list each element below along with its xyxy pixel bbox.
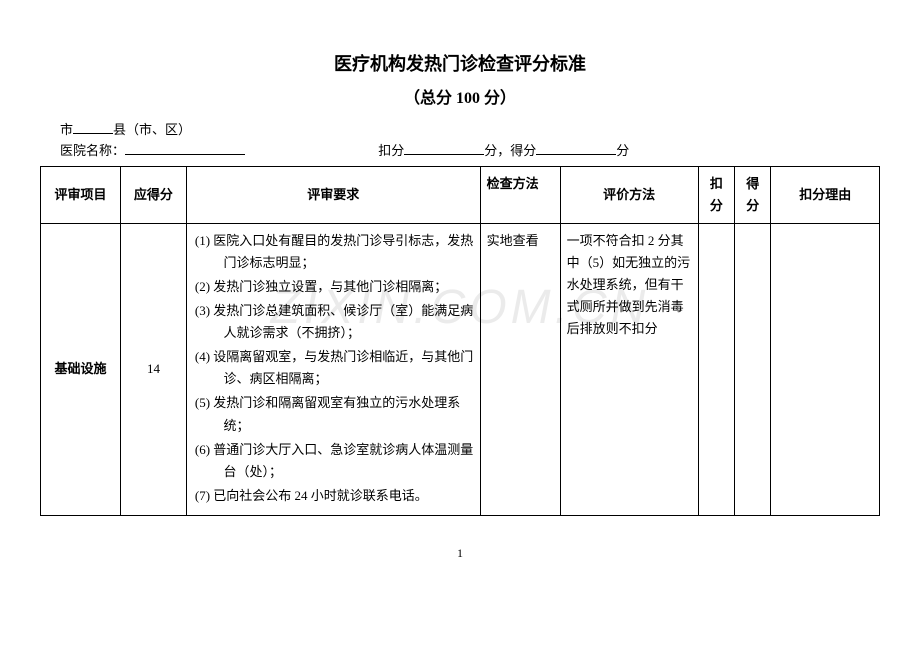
req-item: 医院入口处有醒目的发热门诊导引标志，发热门诊标志明显； [195, 230, 474, 274]
header-line-2: 医院名称： 扣分 分，得分 分 [60, 141, 880, 162]
scoring-table: 评审项目 应得分 评审要求 检查方法 评价方法 扣分 得分 扣分理由 基础设施 … [40, 166, 880, 516]
blank-hospital [125, 141, 245, 155]
col-header-deduct: 扣分 [698, 166, 734, 223]
cell-score: 14 [121, 223, 187, 515]
col-header-method: 检查方法 [480, 166, 560, 223]
cell-got [735, 223, 771, 515]
req-item: 普通门诊大厅入口、急诊室就诊病人体温测量台（处）； [195, 439, 474, 483]
cell-method: 实地查看 [480, 223, 560, 515]
unit-label: 分 [616, 143, 629, 158]
table-header-row: 评审项目 应得分 评审要求 检查方法 评价方法 扣分 得分 扣分理由 [41, 166, 880, 223]
req-list: 医院入口处有醒目的发热门诊导引标志，发热门诊标志明显； 发热门诊独立设置，与其他… [195, 230, 474, 507]
cell-eval: 一项不符合扣 2 分其中（5）如无独立的污水处理系统，但有干式厕所并做到先消毒后… [560, 223, 698, 515]
blank-deduct [404, 141, 484, 155]
col-header-eval: 评价方法 [560, 166, 698, 223]
col-header-reason: 扣分理由 [771, 166, 880, 223]
line1-suffix: 县（市、区） [113, 122, 191, 137]
hospital-label: 医院名称： [60, 143, 125, 158]
deduct-label: 扣分 [378, 143, 404, 158]
table-row: 基础设施 14 医院入口处有醒目的发热门诊导引标志，发热门诊标志明显； 发热门诊… [41, 223, 880, 515]
cell-requirements: 医院入口处有醒目的发热门诊导引标志，发热门诊标志明显； 发热门诊独立设置，与其他… [186, 223, 480, 515]
line1-prefix: 市 [60, 122, 73, 137]
col-header-got: 得分 [735, 166, 771, 223]
col-header-req: 评审要求 [186, 166, 480, 223]
cell-reason [771, 223, 880, 515]
header-line-1: 市 县（市、区） [60, 120, 880, 141]
cell-deduct [698, 223, 734, 515]
blank-county [73, 120, 113, 134]
page-number: 1 [40, 546, 880, 561]
col-header-score: 应得分 [121, 166, 187, 223]
header-block: 市 县（市、区） 医院名称： 扣分 分，得分 分 [40, 120, 880, 162]
cell-item: 基础设施 [41, 223, 121, 515]
req-item: 发热门诊总建筑面积、候诊厅（室）能满足病人就诊需求（不拥挤）； [195, 300, 474, 344]
doc-title: 医疗机构发热门诊检查评分标准 [40, 50, 880, 76]
req-item: 发热门诊独立设置，与其他门诊相隔离； [195, 276, 474, 298]
doc-subtitle: （总分 100 分） [40, 84, 880, 108]
col-header-item: 评审项目 [41, 166, 121, 223]
score-label: 分，得分 [484, 143, 536, 158]
blank-score [536, 141, 616, 155]
req-item: 设隔离留观室，与发热门诊相临近，与其他门诊、病区相隔离； [195, 346, 474, 390]
req-item: 发热门诊和隔离留观室有独立的污水处理系统； [195, 392, 474, 436]
req-item: 已向社会公布 24 小时就诊联系电话。 [195, 485, 474, 507]
